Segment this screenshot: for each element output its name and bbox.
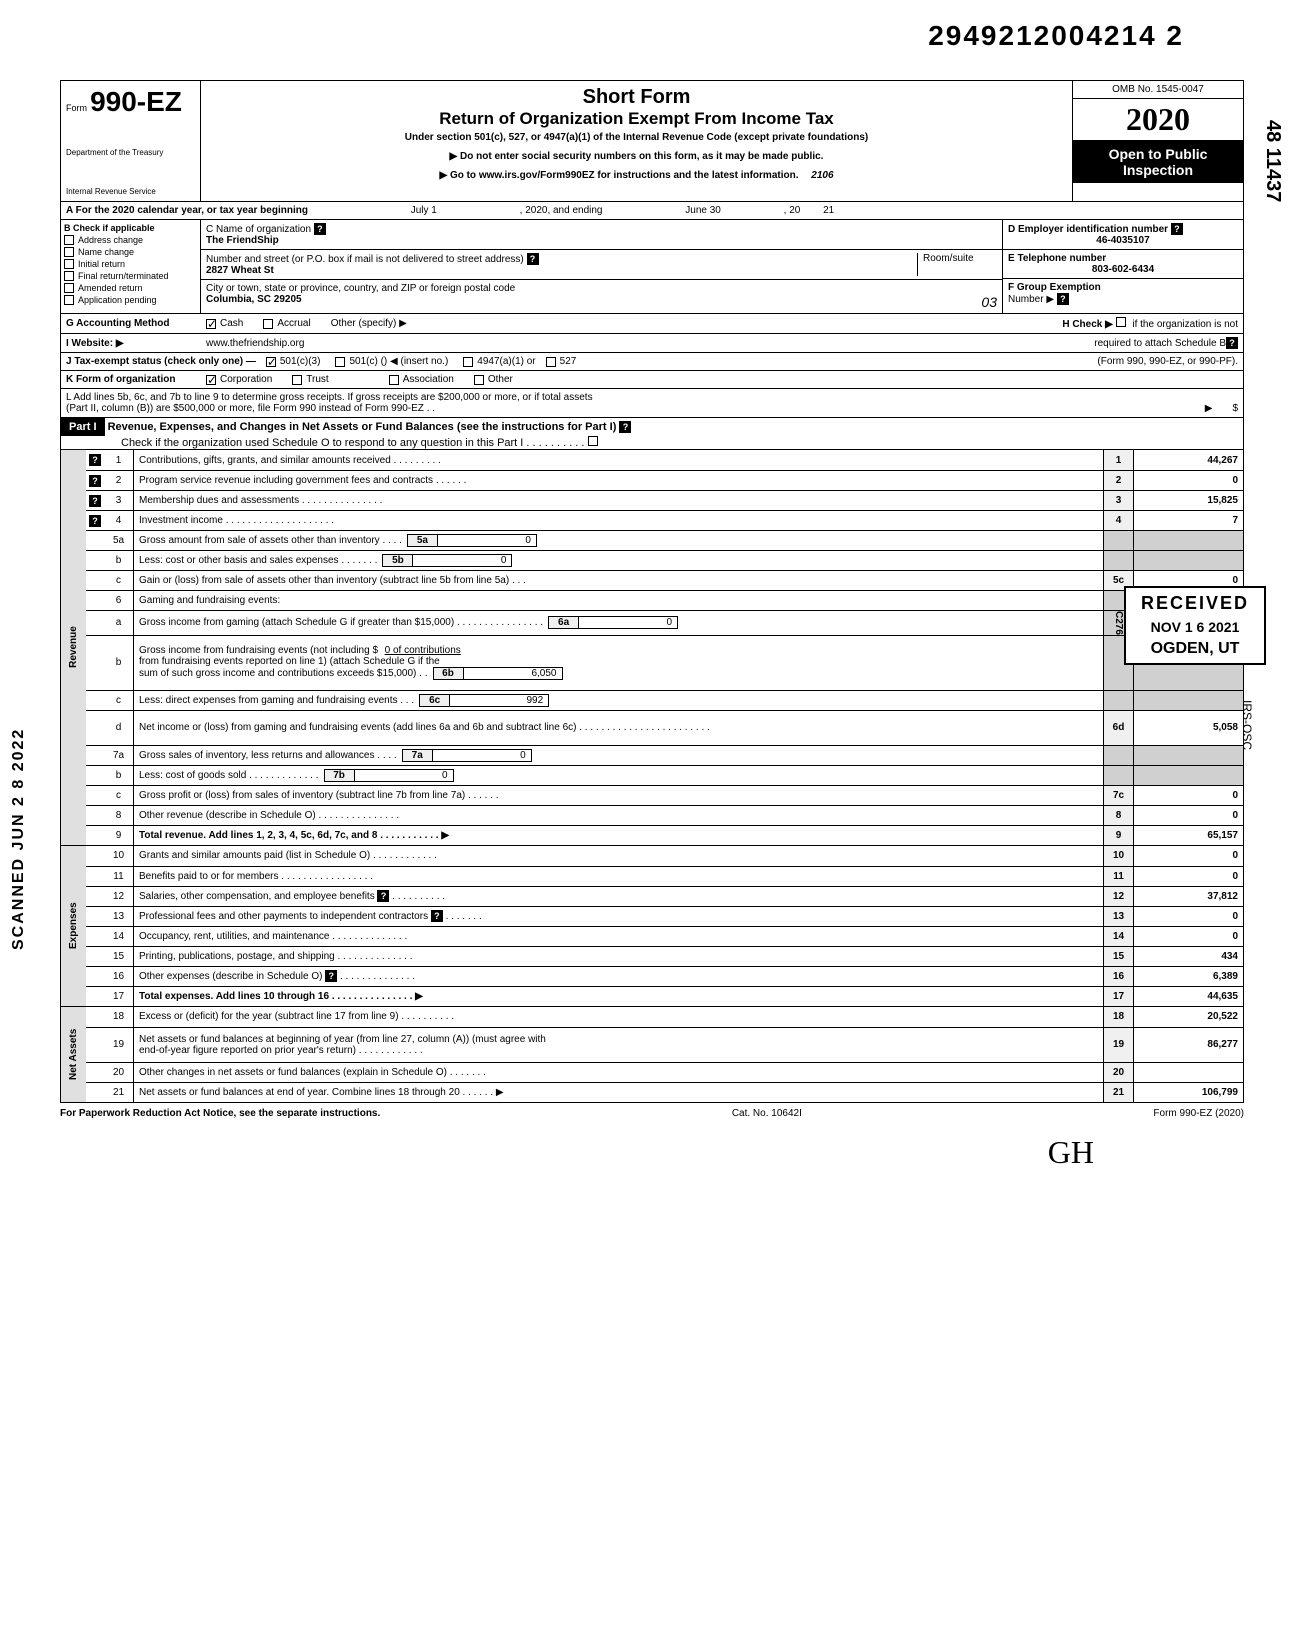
form-prefix: Form	[66, 103, 87, 113]
phone-value: 803-602-6434	[1008, 264, 1238, 275]
document-number: 2949212004214 2	[928, 20, 1184, 52]
irs-osc-label: IRS-OSC	[1240, 700, 1254, 750]
initial-return-checkbox[interactable]	[64, 259, 74, 269]
address-label: Number and street (or P.O. box if mail i…	[206, 254, 524, 265]
accrual-checkbox[interactable]	[263, 319, 273, 329]
dept-treasury: Department of the Treasury	[66, 148, 195, 157]
row-k-form-org: K Form of organization Corporation Trust…	[60, 371, 1244, 389]
schedule-o-checkbox[interactable]	[588, 436, 598, 446]
row-l-gross-receipts: L Add lines 5b, 6c, and 7b to line 9 to …	[60, 389, 1244, 418]
short-form-title: Short Form	[211, 86, 1062, 109]
form-header: Form 990-EZ Department of the Treasury I…	[60, 80, 1244, 202]
open-public-badge: Open to Public Inspection	[1073, 141, 1243, 183]
help-icon[interactable]: ?	[619, 421, 631, 433]
corp-checkbox[interactable]	[206, 375, 216, 385]
part-i-subtitle: Check if the organization used Schedule …	[121, 437, 584, 449]
revenue-section: Revenue ?1Contributions, gifts, grants, …	[60, 450, 1244, 846]
footer-left: For Paperwork Reduction Act Notice, see …	[60, 1108, 380, 1119]
501c-checkbox[interactable]	[335, 357, 345, 367]
schedule-b-checkbox[interactable]	[1116, 317, 1126, 327]
return-title: Return of Organization Exempt From Incom…	[211, 109, 1062, 129]
ssn-warning: ▶ Do not enter social security numbers o…	[211, 151, 1062, 162]
net-assets-label: Net Assets	[61, 1007, 86, 1102]
subtitle: Under section 501(c), 527, or 4947(a)(1)…	[211, 132, 1062, 143]
address-change-checkbox[interactable]	[64, 235, 74, 245]
help-icon[interactable]: ?	[314, 223, 326, 235]
row-g-accounting: G Accounting Method Cash Accrual Other (…	[60, 314, 1244, 334]
group-exempt-label: F Group Exemption	[1008, 282, 1101, 293]
assoc-checkbox[interactable]	[389, 375, 399, 385]
help-icon[interactable]: ?	[377, 890, 389, 902]
expenses-section: Expenses 10Grants and similar amounts pa…	[60, 846, 1244, 1007]
4947-checkbox[interactable]	[463, 357, 473, 367]
city-state-zip: Columbia, SC 29205	[206, 294, 302, 305]
cash-checkbox[interactable]	[206, 319, 216, 329]
vertical-marks: 48 11437	[1261, 120, 1284, 202]
expenses-label: Expenses	[61, 846, 86, 1006]
group-number-label: Number ▶	[1008, 294, 1054, 305]
help-icon[interactable]: ?	[89, 495, 101, 507]
col-b-label: B Check if applicable	[64, 223, 155, 233]
handwritten-03: 03	[981, 294, 997, 310]
trust-checkbox[interactable]	[292, 375, 302, 385]
dept-irs: Internal Revenue Service	[66, 187, 195, 196]
help-icon[interactable]: ?	[1171, 223, 1183, 235]
row-a-tax-year: A For the 2020 calendar year, or tax yea…	[60, 202, 1244, 220]
org-name-label: C Name of organization	[206, 224, 311, 235]
help-icon[interactable]: ?	[325, 970, 337, 982]
help-icon[interactable]: ?	[1057, 293, 1069, 305]
ein-label: D Employer identification number	[1008, 224, 1168, 235]
help-icon[interactable]: ?	[89, 475, 101, 487]
org-info-block: B Check if applicable Address change Nam…	[60, 220, 1244, 314]
goto-link: ▶ Go to www.irs.gov/Form990EZ for instru…	[211, 170, 1062, 181]
part-i-label: Part I	[61, 418, 105, 436]
help-icon[interactable]: ?	[89, 515, 101, 527]
ein-value: 46-4035107	[1008, 235, 1238, 246]
form-number: 990-EZ	[90, 86, 182, 117]
row-i-website: I Website: ▶ www.thefriendship.org requi…	[60, 334, 1244, 353]
help-icon[interactable]: ?	[527, 253, 539, 265]
part-i-title: Revenue, Expenses, and Changes in Net As…	[108, 421, 617, 433]
revenue-label: Revenue	[61, 450, 86, 845]
page-footer: For Paperwork Reduction Act Notice, see …	[60, 1103, 1244, 1124]
help-icon[interactable]: ?	[89, 454, 101, 466]
signature: GH	[60, 1134, 1094, 1171]
footer-form-ref: Form 990-EZ (2020)	[1153, 1108, 1244, 1119]
phone-label: E Telephone number	[1008, 253, 1106, 264]
room-label: Room/suite	[923, 253, 974, 264]
501c3-checkbox[interactable]	[266, 357, 276, 367]
org-name: The FriendShip	[206, 235, 279, 246]
app-pending-checkbox[interactable]	[64, 295, 74, 305]
net-assets-section: Net Assets 18Excess or (deficit) for the…	[60, 1007, 1244, 1103]
527-checkbox[interactable]	[546, 357, 556, 367]
part-i-header-row: Part I Revenue, Expenses, and Changes in…	[60, 418, 1244, 450]
received-stamp: RECEIVED NOV 1 6 2021 OGDEN, UT	[1124, 586, 1266, 665]
amended-return-checkbox[interactable]	[64, 283, 74, 293]
scan-stamp: SCANNED JUN 2 8 2022	[10, 728, 28, 950]
row-j-tax-status: J Tax-exempt status (check only one) — 5…	[60, 353, 1244, 371]
other-checkbox[interactable]	[474, 375, 484, 385]
help-icon[interactable]: ?	[431, 910, 443, 922]
address: 2827 Wheat St	[206, 265, 274, 276]
tax-year: 2020	[1073, 99, 1243, 141]
final-return-checkbox[interactable]	[64, 271, 74, 281]
footer-cat-no: Cat. No. 10642I	[732, 1108, 802, 1119]
city-label: City or town, state or province, country…	[206, 283, 515, 294]
help-icon[interactable]: ?	[1226, 337, 1238, 349]
omb-number: OMB No. 1545-0047	[1073, 81, 1243, 99]
website-value: www.thefriendship.org	[206, 338, 304, 349]
name-change-checkbox[interactable]	[64, 247, 74, 257]
